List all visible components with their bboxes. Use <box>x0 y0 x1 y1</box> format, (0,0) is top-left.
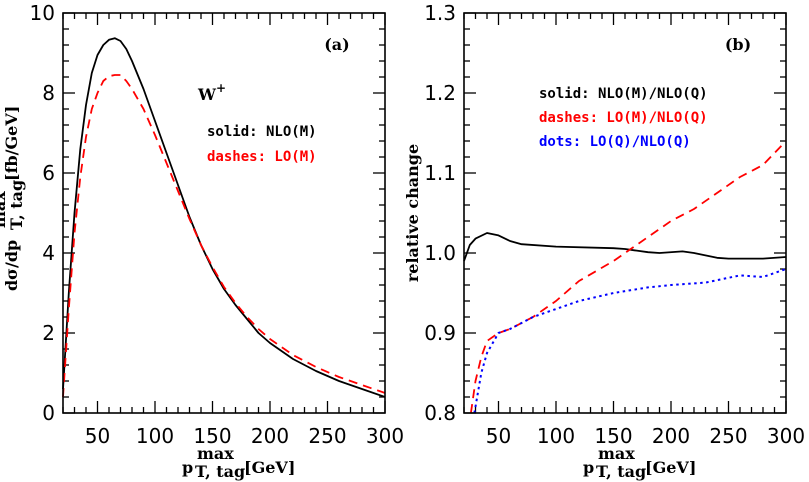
legend-entry: dashes: LO(M) <box>207 149 317 165</box>
x-tick-label: 50 <box>85 424 110 448</box>
x-axis-label-sup: max <box>598 444 635 463</box>
legend-entry: solid: NLO(M) <box>207 124 317 140</box>
x-tick-label: 300 <box>366 424 404 448</box>
y-tick-label: 1.0 <box>424 241 456 265</box>
x-axis-label-sup: max <box>197 444 234 463</box>
y-axis-label-sup: max <box>0 191 9 228</box>
y-axis-label-main: relative change <box>403 144 422 282</box>
x-tick-label: 100 <box>136 424 174 448</box>
x-axis-label-sub: T, tag <box>596 462 646 481</box>
y-axis-label-sub: T, tag <box>7 180 26 230</box>
y-tick-label: 8 <box>42 81 55 105</box>
x-tick-label: 250 <box>308 424 346 448</box>
x-tick-label: 200 <box>652 424 690 448</box>
y-tick-label: 0 <box>42 401 55 425</box>
x-tick-label: 150 <box>594 424 632 448</box>
x-tick-label: 100 <box>537 424 575 448</box>
x-axis-label-unit: [GeV] <box>244 458 295 477</box>
y-tick-label: 2 <box>42 321 55 345</box>
x-axis-label-sub: T, tag <box>195 462 245 481</box>
series-solid-line <box>62 37 386 398</box>
y-axis-label-main: dσ/dp <box>2 240 21 291</box>
legend-entry: solid: NLO(M)/NLO(Q) <box>539 86 708 102</box>
panel-b: 50 100 150 200 250 300 0.8 0.9 1.0 1.1 1.2 1.3 solid… <box>403 1 805 481</box>
x-tick-label: 150 <box>193 424 231 448</box>
plot-frame <box>463 12 787 414</box>
series-dotted-line <box>473 268 787 414</box>
x-tick-label: 300 <box>767 424 805 448</box>
legend-entry: dots: LO(Q)/NLO(Q) <box>539 134 691 150</box>
x-axis-label: p <box>182 458 193 477</box>
annotation-superscript: + <box>216 81 226 95</box>
y-tick-label: 1.1 <box>424 161 456 185</box>
y-axis-label-unit: [fb/GeV] <box>2 106 21 181</box>
x-axis-label: p <box>583 458 594 477</box>
y-tick-label: 4 <box>42 241 55 265</box>
series-dashed-line <box>470 140 787 414</box>
y-tick-label: 6 <box>42 161 55 185</box>
panel-label: (a) <box>324 35 350 54</box>
y-tick-label: 1.2 <box>424 81 456 105</box>
plot-frame <box>62 12 386 414</box>
y-tick-label: 10 <box>30 1 55 25</box>
process-annotation: W+ <box>197 81 226 104</box>
series-solid-line <box>463 232 787 262</box>
x-tick-label: 200 <box>251 424 289 448</box>
x-axis-label-unit: [GeV] <box>645 458 696 477</box>
y-tick-label: 0.9 <box>424 321 456 345</box>
x-tick-label: 250 <box>709 424 747 448</box>
y-tick-label: 0.8 <box>424 401 456 425</box>
panel-label: (b) <box>725 35 751 54</box>
series-dashed-line <box>62 74 386 398</box>
x-tick-label: 50 <box>486 424 511 448</box>
y-axis-label: relative change <box>403 144 422 282</box>
panel-a: 50 100 150 200 250 300 0 2 4 6 8 10 solid: NLO(M) das… <box>0 1 404 481</box>
y-tick-label: 1.3 <box>424 1 456 25</box>
legend-entry: dashes: LO(M)/NLO(Q) <box>539 110 708 126</box>
